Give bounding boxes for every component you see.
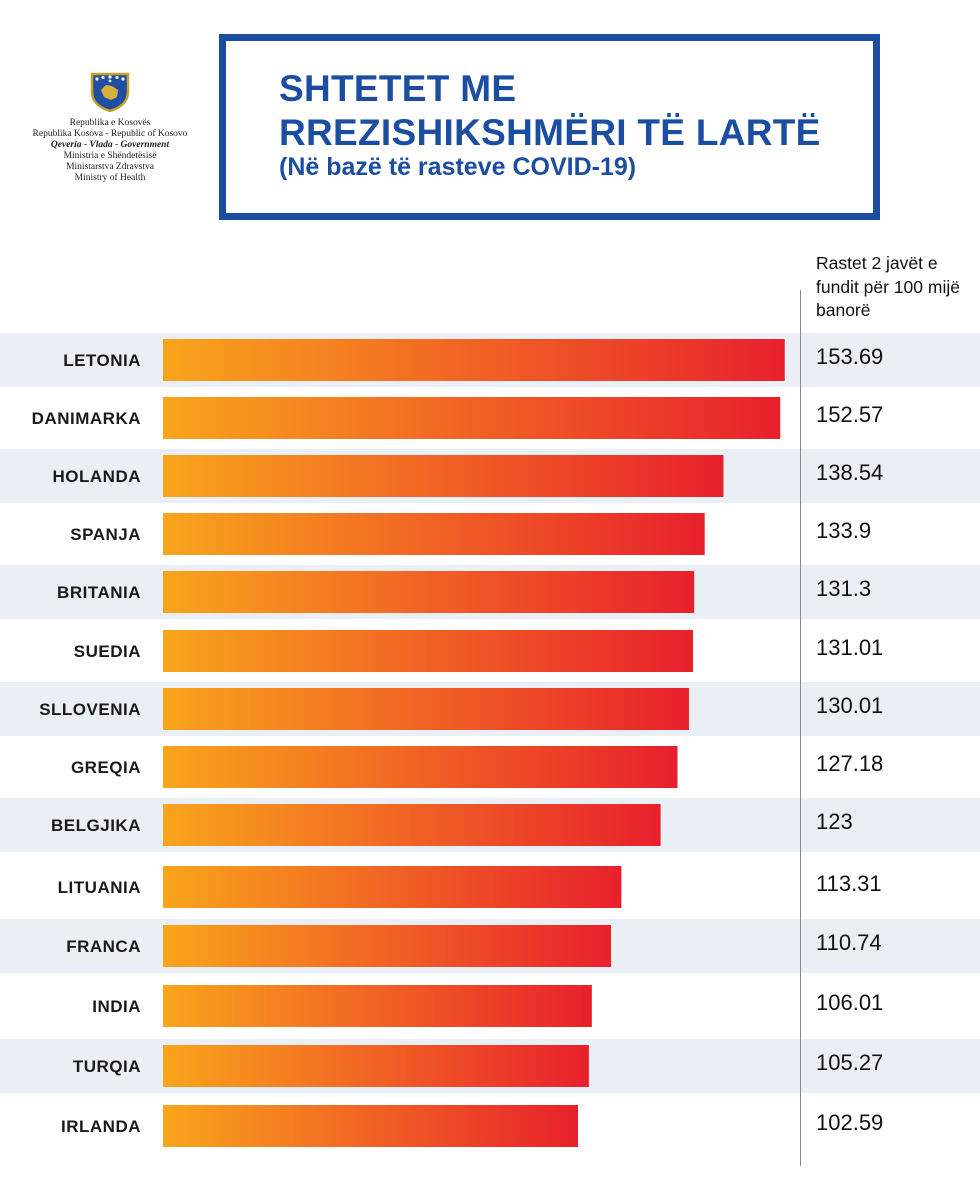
category-label: SLLOVENIA — [39, 700, 141, 719]
bar-spanja — [163, 513, 705, 555]
category-label: IRLANDA — [61, 1117, 141, 1136]
bar-turqia — [163, 1045, 589, 1087]
value-label: 110.74 — [816, 930, 882, 955]
bar-sllovenia — [163, 688, 689, 730]
gov-line-6: Ministry of Health — [74, 173, 146, 183]
title-line-2: RREZISHIKSHMËRI TË LARTË — [279, 112, 821, 153]
category-label: HOLANDA — [53, 467, 142, 486]
gov-line-3: Qeveria - Vlada - Government — [50, 140, 170, 150]
bar-belgjika — [163, 804, 661, 846]
category-label: SUEDIA — [74, 642, 141, 661]
kosovo-coat-of-arms-icon — [90, 72, 130, 112]
bar-lituania — [163, 866, 622, 908]
value-label: 105.27 — [816, 1050, 883, 1075]
category-label: BRITANIA — [57, 583, 141, 602]
title-line-1: SHTETET ME — [279, 68, 517, 109]
value-label: 106.01 — [816, 990, 883, 1015]
bar-franca — [163, 925, 611, 967]
value-label: 133.9 — [816, 518, 871, 543]
gov-line-4: Ministria e Shëndetësisë — [63, 151, 157, 161]
bar-letonia — [163, 339, 785, 381]
value-label: 131.01 — [816, 635, 883, 660]
category-label: DANIMARKA — [32, 409, 141, 428]
bar-britania — [163, 571, 695, 613]
bar-danimarka — [163, 397, 781, 439]
bar-india — [163, 985, 592, 1027]
chart-subtitle: (Në bazë të rasteve COVID-19) — [279, 153, 637, 181]
category-label: INDIA — [92, 997, 141, 1016]
category-label: TURQIA — [73, 1057, 141, 1076]
bar-irlanda — [163, 1105, 579, 1147]
value-label: 131.3 — [816, 576, 871, 601]
value-column-divider — [800, 290, 801, 1166]
value-label: 102.59 — [816, 1110, 883, 1135]
value-column-header: Rastet 2 javët e fundit për 100 mijë ban… — [816, 253, 960, 320]
value-label: 138.54 — [816, 460, 883, 485]
value-label: 152.57 — [816, 402, 883, 427]
bar-greqia — [163, 746, 678, 788]
category-label: LETONIA — [63, 351, 141, 370]
value-label: 123 — [816, 809, 853, 834]
category-label: LITUANIA — [58, 878, 141, 897]
government-logo-block: Republika e Kosovës Republika Kosova - R… — [10, 66, 210, 184]
gov-line-5: Ministarstva Zdravstva — [66, 162, 154, 172]
title-box: SHTETET ME RREZISHIKSHMËRI TË LARTË (Në … — [219, 34, 880, 220]
value-label: 153.69 — [816, 344, 883, 369]
gov-line-2: Republika Kosova - Republic of Kosovo — [32, 129, 188, 139]
category-label: BELGJIKA — [51, 816, 141, 835]
bar-holanda — [163, 455, 724, 497]
bar-suedia — [163, 630, 693, 672]
gov-line-1: Republika e Kosovës — [69, 118, 151, 128]
category-label: SPANJA — [70, 525, 141, 544]
category-label: GREQIA — [71, 758, 141, 777]
chart-title: SHTETET ME RREZISHIKSHMËRI TË LARTË — [279, 67, 821, 155]
value-label: 127.18 — [816, 751, 883, 776]
value-label: 113.31 — [816, 871, 882, 896]
value-label: 130.01 — [816, 693, 883, 718]
category-label: FRANCA — [66, 937, 141, 956]
